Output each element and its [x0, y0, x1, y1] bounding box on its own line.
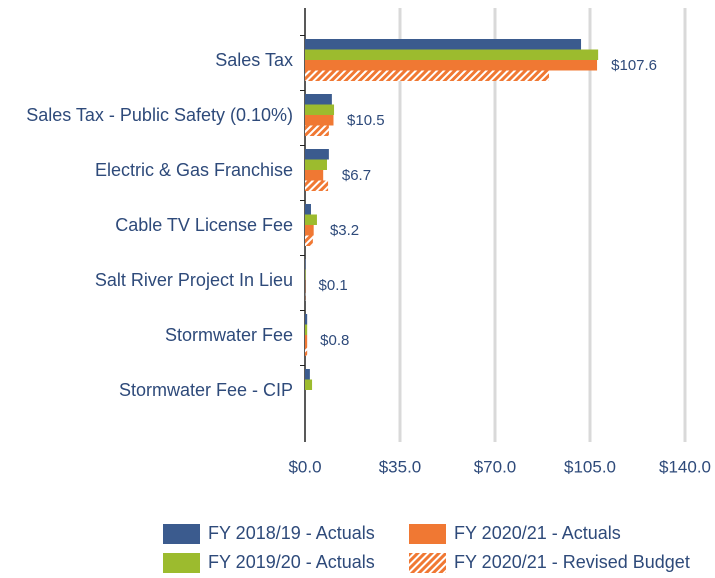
- bar: [305, 225, 314, 236]
- legend-label: FY 2018/19 - Actuals: [208, 523, 375, 543]
- legend-label: FY 2020/21 - Actuals: [454, 523, 621, 543]
- bar: [305, 235, 313, 246]
- x-tick-label: $35.0: [379, 457, 422, 476]
- x-tick-label: $70.0: [474, 457, 517, 476]
- bar: [305, 335, 308, 346]
- legend-swatch: [409, 524, 446, 544]
- bar: [305, 104, 335, 115]
- value-label: $3.2: [330, 222, 359, 239]
- y-tick-label: Stormwater Fee - CIP: [119, 380, 293, 400]
- y-tick-label: Sales Tax - Public Safety (0.10%): [26, 105, 293, 125]
- legend-swatch: [163, 553, 200, 573]
- value-label: $10.5: [347, 112, 385, 129]
- x-tick-label: $140.0: [659, 457, 711, 476]
- bar: [305, 70, 550, 81]
- y-tick-label: Sales Tax: [215, 50, 293, 70]
- y-tick-label: Electric & Gas Franchise: [95, 160, 293, 180]
- bar: [305, 259, 306, 270]
- y-tick-label: Stormwater Fee: [165, 325, 293, 345]
- bar: [305, 170, 324, 181]
- bar: [305, 159, 327, 170]
- legend-label: FY 2020/21 - Revised Budget: [454, 552, 690, 572]
- bar: [305, 115, 334, 126]
- bar: [305, 214, 317, 225]
- bar: [305, 60, 598, 71]
- bar: [305, 39, 582, 50]
- bar: [305, 369, 310, 380]
- value-label: $0.8: [320, 332, 349, 349]
- bar: [305, 324, 308, 335]
- x-tick-label: $105.0: [564, 457, 616, 476]
- bar: [305, 379, 313, 390]
- x-tick-label: $0.0: [288, 457, 321, 476]
- legend-swatch: [163, 524, 200, 544]
- y-tick-label: Cable TV License Fee: [115, 215, 293, 235]
- bar: [305, 269, 306, 280]
- y-tick-label: Salt River Project In Lieu: [95, 270, 293, 290]
- bar: [305, 149, 329, 160]
- value-label: $6.7: [342, 167, 371, 184]
- bar: [305, 314, 308, 325]
- bar: [305, 125, 329, 136]
- bar: [305, 49, 599, 60]
- bar: [305, 180, 329, 191]
- value-label: $0.1: [319, 277, 348, 294]
- legend-swatch: [409, 553, 446, 573]
- legend-label: FY 2019/20 - Actuals: [208, 552, 375, 572]
- bar: [305, 204, 311, 215]
- bar: [305, 94, 332, 105]
- bar: [305, 345, 308, 356]
- value-label: $107.6: [611, 57, 657, 74]
